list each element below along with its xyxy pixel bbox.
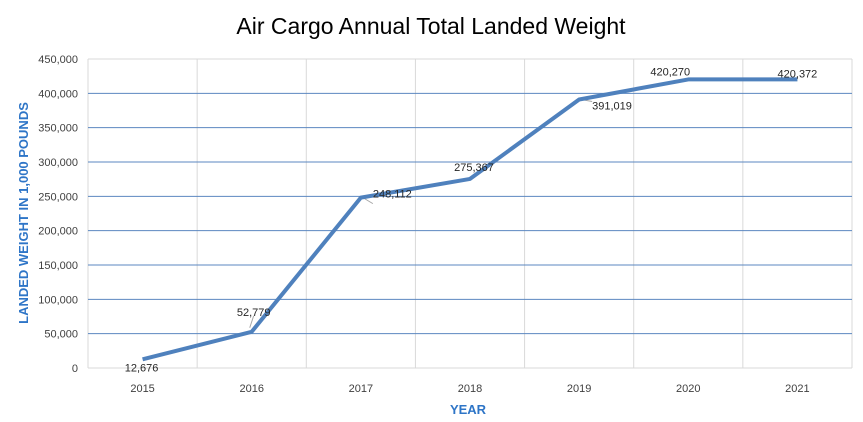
x-axis-label: YEAR [450,402,487,417]
y-tick-label: 400,000 [38,88,78,100]
y-tick-label: 450,000 [38,54,78,66]
data-label: 248,112 [373,189,412,201]
y-tick-label: 350,000 [38,123,78,135]
data-label: 12,676 [125,362,159,374]
data-label: 420,270 [650,66,690,78]
data-label: 52,779 [237,307,271,319]
y-tick-label: 300,000 [38,157,78,169]
x-tick-label: 2016 [239,383,263,395]
y-tick-label: 0 [72,363,78,375]
data-label: 420,372 [778,68,818,80]
y-tick-label: 50,000 [44,329,78,341]
chart-title: Air Cargo Annual Total Landed Weight [236,13,626,39]
y-axis-label: LANDED WEIGHT IN 1,000 POUNDS [16,102,31,324]
x-tick-label: 2015 [130,383,154,395]
x-tick-label: 2021 [785,383,809,395]
y-tick-label: 100,000 [38,294,78,306]
x-tick-label: 2018 [458,383,482,395]
y-tick-label: 150,000 [38,260,78,272]
data-label: 275,367 [454,162,494,174]
leader-line [249,315,255,328]
x-tick-label: 2020 [676,383,700,395]
data-label: 391,019 [592,101,632,113]
x-tick-label: 2019 [567,383,591,395]
y-tick-label: 250,000 [38,191,78,203]
x-tick-label: 2017 [349,383,373,395]
y-tick-label: 200,000 [38,226,78,238]
